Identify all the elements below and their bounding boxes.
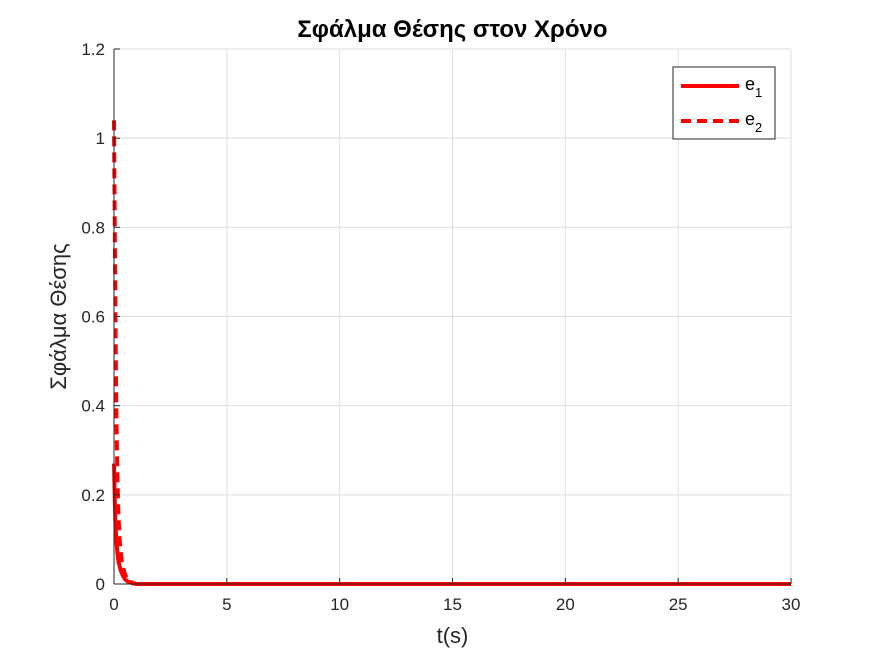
axes bbox=[113, 48, 792, 585]
legend-label-1: e1 bbox=[745, 74, 762, 100]
tick-labels: 0 5 10 15 20 25 30 0 0.2 0.4 0.6 0.8 1 1.2 bbox=[81, 40, 800, 614]
y-tick-label: 0 bbox=[96, 575, 105, 594]
y-tick-label: 1.2 bbox=[81, 40, 105, 59]
x-tick-label: 25 bbox=[669, 595, 688, 614]
y-axis-label: Σφάλμα Θέσης bbox=[46, 243, 71, 389]
y-tick-label: 1 bbox=[96, 129, 105, 148]
y-tick-label: 0.8 bbox=[81, 218, 105, 237]
legend-label-subscript: 1 bbox=[755, 85, 762, 100]
x-tick-label: 5 bbox=[222, 595, 231, 614]
y-tick-label: 0.4 bbox=[81, 397, 105, 416]
x-tick-label: 10 bbox=[330, 595, 349, 614]
legend-label-base: e bbox=[745, 109, 755, 129]
y-tick-label: 0.6 bbox=[81, 308, 105, 327]
legend-label-subscript: 2 bbox=[755, 120, 762, 135]
x-tick-label: 15 bbox=[443, 595, 462, 614]
x-axis-label: t(s) bbox=[437, 623, 469, 648]
legend-label-base: e bbox=[745, 74, 755, 94]
x-tick-label: 20 bbox=[556, 595, 575, 614]
chart-title: Σφάλμα Θέσης στον Χρόνο bbox=[297, 16, 607, 43]
legend-label-2: e2 bbox=[745, 109, 762, 135]
y-tick-label: 0.2 bbox=[81, 486, 105, 505]
legend-box bbox=[672, 66, 776, 140]
x-tick-label: 0 bbox=[109, 595, 118, 614]
x-tick-label: 30 bbox=[782, 595, 801, 614]
